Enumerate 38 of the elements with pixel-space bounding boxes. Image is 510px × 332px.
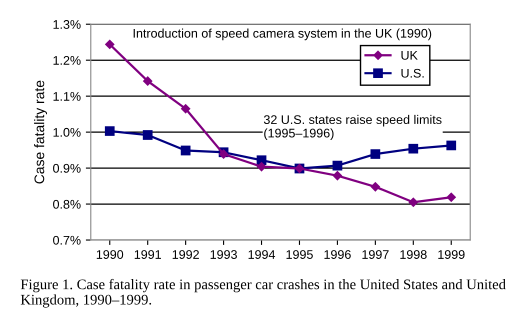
point	[408, 144, 418, 154]
caption: Figure 1. Case fatality rate in passenger car crashes in the United States and United Kingdom, 1990–1999.	[20, 278, 506, 308]
x-tick-label: 1993	[210, 250, 237, 259]
x-tick-label: 1991	[134, 250, 161, 259]
point	[104, 126, 115, 136]
point	[332, 171, 342, 180]
point	[143, 76, 152, 86]
point	[332, 160, 342, 170]
legend-label: UK	[401, 51, 418, 60]
x-tick-label: 1995	[286, 250, 313, 259]
x-tick-label: 1999	[438, 250, 465, 259]
point	[181, 104, 190, 114]
point	[256, 162, 266, 172]
point	[446, 192, 456, 202]
annotation: 32 U.S. states raise speed limits (1995–1996)	[264, 114, 442, 140]
x-tick-label: 1997	[362, 250, 389, 259]
annotation: Introduction of speed camera system in the UK (1990)	[134, 28, 432, 40]
x-tick-label: 1990	[96, 250, 124, 259]
y-tick-label: 0.8%	[53, 200, 81, 209]
x-tick-label: 1996	[324, 250, 351, 259]
y-tick-label: 1.0%	[54, 128, 81, 137]
y-tick-label: 0.7%	[53, 236, 81, 245]
point	[180, 146, 190, 156]
x-tick-label: 1994	[248, 250, 276, 259]
x-tick-label: 1992	[172, 250, 199, 259]
x-tick-label: 1998	[400, 250, 427, 259]
y-axis-title: Case fatality rate	[34, 80, 48, 184]
y-tick-label: 1.3%	[54, 20, 81, 29]
point	[408, 198, 418, 207]
legend-label: U.S.	[401, 68, 424, 78]
y-tick-label: 1.2%	[54, 56, 81, 65]
point	[370, 149, 380, 159]
point	[142, 130, 153, 140]
point	[446, 140, 456, 150]
point	[370, 182, 380, 192]
y-tick-label: 0.9%	[53, 164, 81, 173]
y-tick-label: 1.1%	[54, 92, 81, 101]
point	[105, 40, 114, 49]
